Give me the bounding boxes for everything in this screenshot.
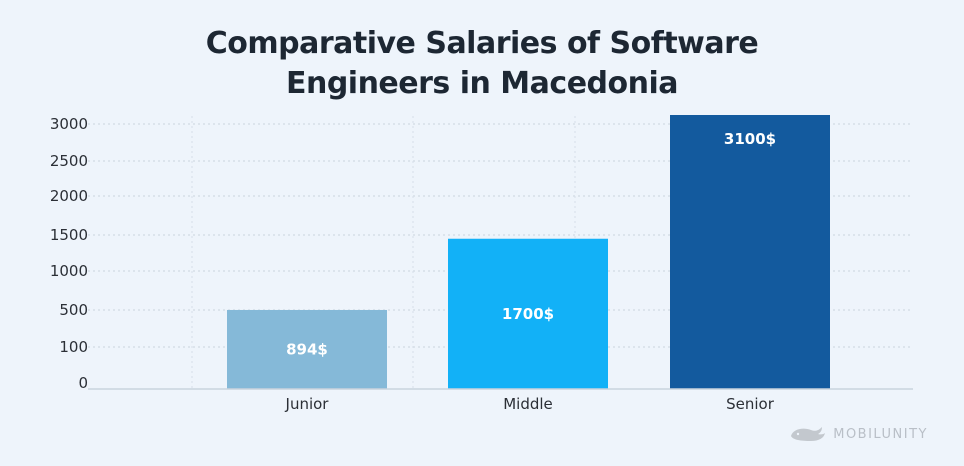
y-tick-label: 2500 xyxy=(50,152,88,170)
chart-title-line-1: Comparative Salaries of Software xyxy=(205,26,759,61)
y-tick-label: 1500 xyxy=(50,226,88,244)
y-tick-label: 2000 xyxy=(50,187,88,205)
data-label-junior: 894$ xyxy=(286,340,328,358)
chart-title: Comparative Salaries of Software Enginee… xyxy=(0,24,964,104)
y-tick-label: 3000 xyxy=(50,115,88,133)
x-tick-label-middle: Middle xyxy=(503,395,553,413)
x-tick-label-senior: Senior xyxy=(726,395,775,413)
data-label-senior: 3100$ xyxy=(724,130,776,148)
x-axis-ticks: Junior Middle Senior xyxy=(285,395,775,413)
chart-title-line-2: Engineers in Macedonia xyxy=(285,66,679,101)
y-tick-label: 500 xyxy=(59,301,88,319)
data-labels: 894$ 1700$ 3100$ xyxy=(286,130,776,358)
brand-logo: MOBILUNITY xyxy=(789,424,928,444)
bar-junior xyxy=(227,309,387,389)
y-tick-label: 0 xyxy=(78,374,88,392)
bar-middle xyxy=(448,238,608,389)
whale-icon xyxy=(791,427,826,441)
brand-name: MOBILUNITY xyxy=(833,426,928,442)
data-label-middle: 1700$ xyxy=(502,305,554,323)
y-tick-label: 100 xyxy=(59,338,88,356)
bar-senior xyxy=(670,115,830,389)
x-tick-label-junior: Junior xyxy=(285,395,330,413)
y-tick-label: 1000 xyxy=(50,262,88,280)
bars xyxy=(227,115,830,389)
